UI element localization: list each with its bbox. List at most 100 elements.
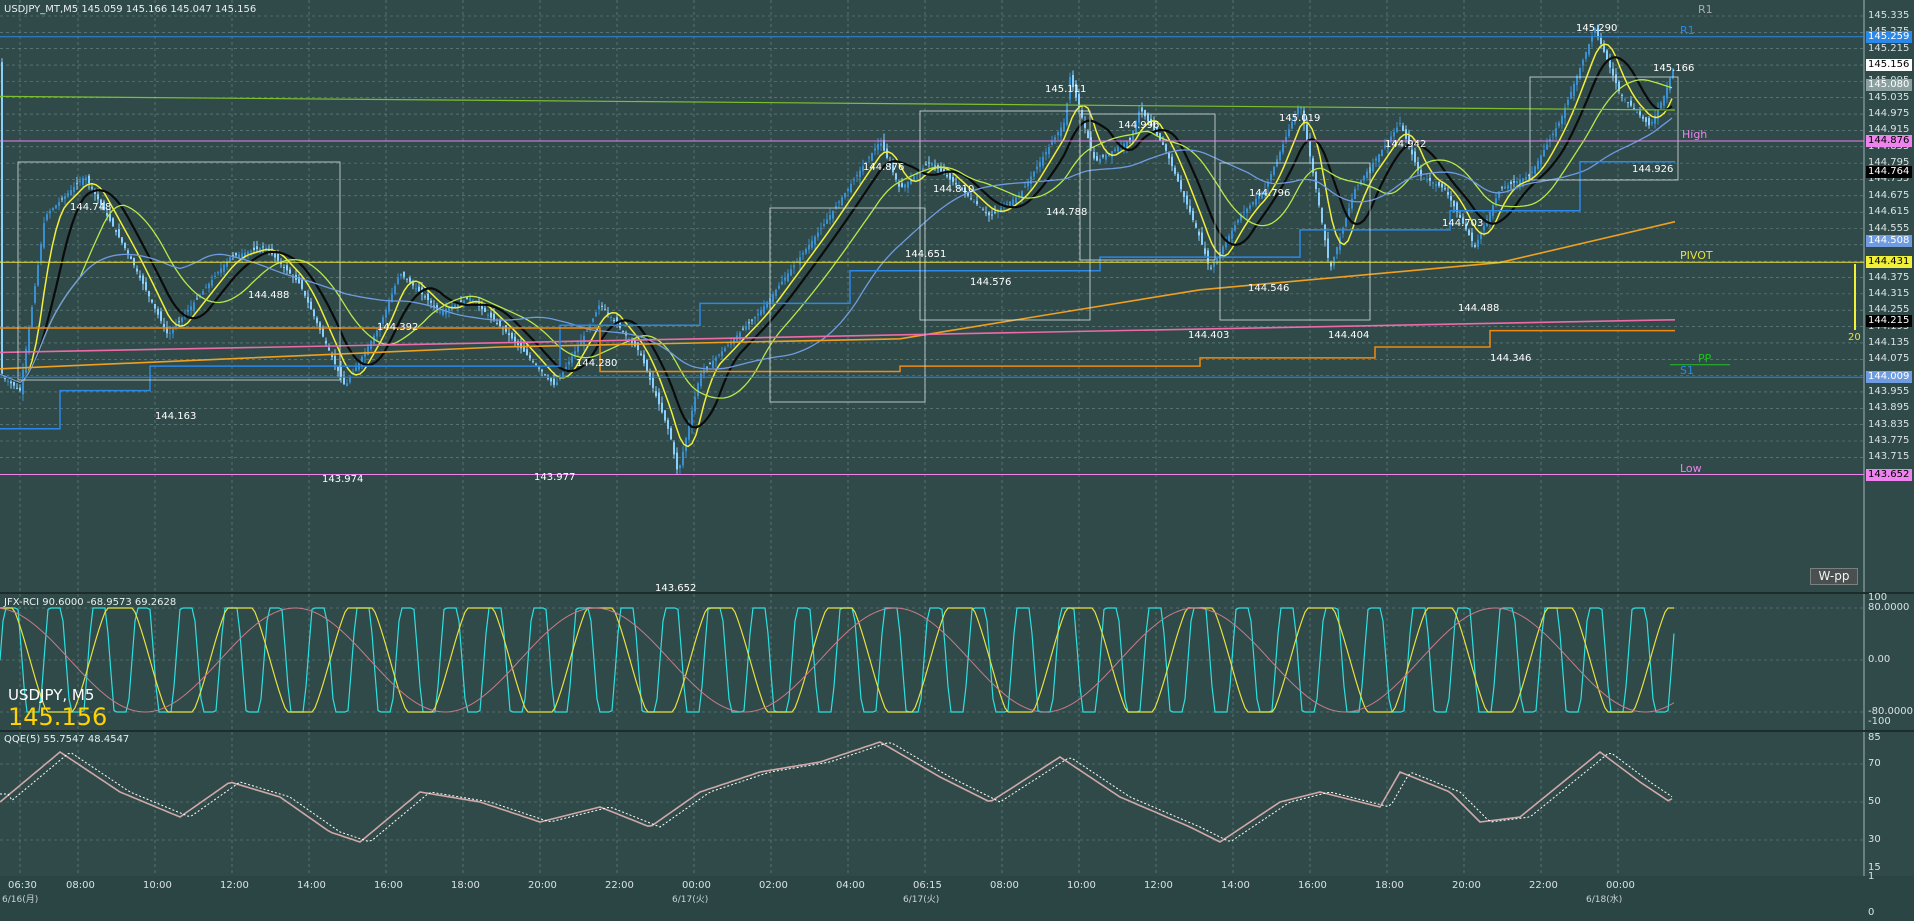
candle-body — [1495, 198, 1497, 204]
candle-body — [316, 317, 318, 324]
candle-body — [556, 382, 558, 385]
candle-body — [574, 351, 576, 355]
candle-body — [343, 377, 345, 385]
ma-lightgreen-line — [0, 79, 1673, 399]
candle-body — [940, 167, 942, 172]
candle-body — [442, 310, 444, 315]
candle-body — [1567, 99, 1569, 105]
candle-body — [61, 198, 63, 200]
price-chart-canvas[interactable] — [0, 0, 1914, 592]
candle-body — [157, 309, 159, 315]
candle-body — [232, 255, 234, 257]
candle-body — [691, 410, 693, 428]
candle-body — [487, 314, 489, 316]
time-axis[interactable]: 06:30 08:00 10:00 12:00 14:00 16:00 18:00 20:00… — [0, 871, 1914, 921]
pivot-level-label: R1 — [1680, 23, 1695, 37]
pivot-level-label: Low — [1680, 461, 1702, 475]
candle-body — [592, 318, 594, 322]
time-label: 18:00 — [451, 880, 480, 891]
candle-body — [28, 327, 30, 352]
time-label: 20:00 — [1452, 880, 1481, 891]
candle-body — [1345, 218, 1347, 227]
candle-body — [868, 157, 870, 159]
candle-body — [31, 306, 33, 327]
candle-body — [793, 265, 795, 268]
candle-body — [1399, 123, 1401, 125]
pane-separator[interactable] — [0, 730, 1914, 732]
candle-body — [1243, 211, 1245, 213]
candle-body — [64, 196, 66, 200]
qqe-indicator-pane[interactable]: QQE(5) 55.7547 48.4547 85 70 50 30 15 — [0, 732, 1914, 876]
price-tick: 143.835 — [1868, 418, 1910, 430]
candle-body — [334, 355, 336, 365]
candle-body — [1396, 127, 1398, 132]
candle-body — [754, 316, 756, 319]
rci-short-line — [0, 607, 1675, 713]
price-chart-pane[interactable]: USDJPY_MT,M5 145.059 145.166 145.047 145… — [0, 0, 1914, 594]
swing-price-label: 144.810 — [933, 184, 975, 195]
candle-body — [904, 184, 906, 188]
candle-body — [1102, 155, 1104, 157]
candle-body — [802, 253, 804, 255]
candle-body — [1504, 186, 1506, 189]
candle-body — [1432, 182, 1434, 184]
pane-separator[interactable] — [0, 592, 1914, 594]
range-box — [1219, 162, 1371, 321]
rci-header: JFX-RCI 90.6000 -68.9573 69.2628 — [4, 597, 177, 608]
candle-body — [166, 327, 168, 334]
candle-body — [1441, 183, 1443, 188]
candle-body — [1225, 241, 1227, 248]
candle-body — [400, 273, 402, 277]
candle-body — [844, 192, 846, 198]
candle-body — [1429, 177, 1431, 181]
candle-body — [721, 351, 723, 357]
candle-body — [328, 347, 330, 351]
candle-body — [1216, 257, 1218, 265]
price-tag: 144.009 — [1866, 371, 1912, 384]
candle-body — [640, 353, 642, 356]
candle-body — [1198, 231, 1200, 236]
candle-body — [1333, 256, 1335, 266]
candle-body — [190, 306, 192, 311]
candle-body — [85, 177, 87, 181]
candle-body — [10, 381, 12, 384]
candle-body — [172, 328, 174, 334]
candle-body — [139, 275, 141, 278]
candle-body — [856, 175, 858, 177]
rci-long-line — [0, 607, 1675, 713]
candle-body — [361, 356, 363, 366]
candle-body — [1222, 246, 1224, 254]
candle-body — [1315, 171, 1317, 190]
candle-body — [964, 187, 966, 193]
candle-body — [1252, 202, 1254, 205]
candle-body — [1669, 77, 1671, 91]
qqe-canvas — [0, 732, 1865, 876]
candle-body — [1624, 99, 1626, 101]
date-label: 6/17(火) — [903, 895, 940, 905]
candle-body — [835, 206, 837, 209]
symbol-overlay: USDJPY, M5 145.156 — [8, 686, 107, 730]
candle-body — [511, 332, 513, 339]
candle-body — [1015, 197, 1017, 203]
qqe-axis-label: 50 — [1868, 796, 1881, 807]
swing-price-label: 144.748 — [70, 202, 112, 213]
candle-body — [1615, 74, 1617, 84]
candle-body — [205, 287, 207, 289]
range-box — [1529, 76, 1679, 181]
swing-price-label: 144.392 — [377, 322, 419, 333]
qqe-axis[interactable]: 85 70 50 30 15 — [1864, 732, 1914, 876]
time-label: 20:00 — [528, 880, 557, 891]
candle-body — [1540, 155, 1542, 165]
candle-body — [433, 305, 435, 307]
rci-indicator-pane[interactable]: JFX-RCI 90.6000 -68.9573 69.2628 100 80.0… — [0, 592, 1914, 730]
candle-body — [151, 299, 153, 303]
candle-body — [310, 301, 312, 310]
candle-body — [550, 378, 552, 382]
candle-body — [418, 286, 420, 292]
time-label: 12:00 — [1144, 880, 1173, 891]
rci-axis[interactable]: 100 80.0000 0.00 -80.0000 -100 — [1864, 592, 1914, 730]
candle-body — [439, 311, 441, 313]
candle-body — [643, 354, 645, 364]
candle-body — [1453, 200, 1455, 207]
rci-canvas — [0, 594, 1865, 730]
